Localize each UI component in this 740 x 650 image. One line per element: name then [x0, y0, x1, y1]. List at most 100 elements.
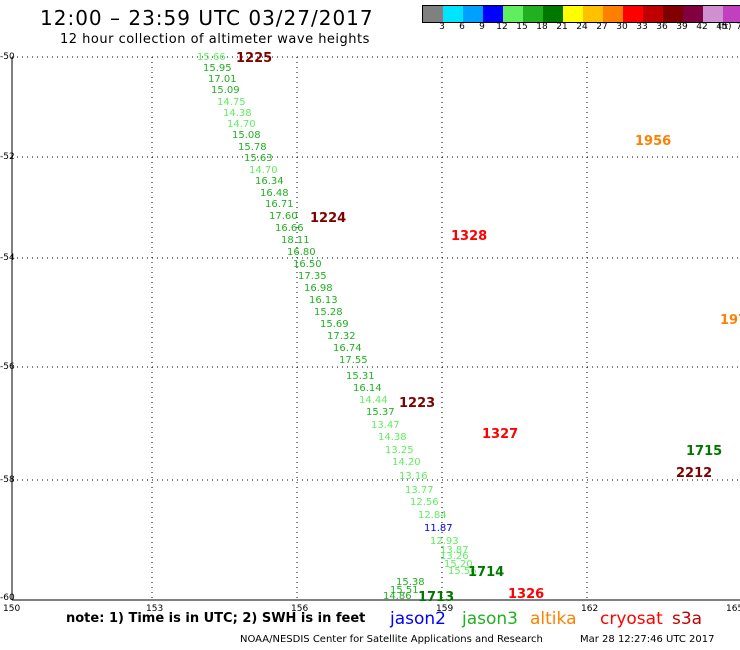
swh-point: 13.25 [385, 445, 414, 456]
swh-point: 15.31 [346, 371, 375, 382]
lon-label: 153 [146, 604, 164, 614]
swh-point: 15.63 [244, 153, 273, 164]
swh-point: 15.95 [203, 63, 232, 74]
swh-point: 13.87 [440, 545, 469, 556]
legend-swatch [483, 6, 503, 22]
swh-point: 15.66 [197, 52, 226, 63]
lon-label: 162 [581, 604, 599, 614]
satellite-jason2: jason2 [390, 609, 446, 629]
swh-point: 17.55 [339, 355, 368, 366]
pass-time-label: 2212 [676, 466, 713, 481]
swh-point: 15.51 [390, 585, 419, 596]
lon-label: 150 [3, 604, 21, 614]
pass-time-label: 1223 [399, 396, 436, 411]
pass-time-label: 1327 [482, 427, 519, 442]
lon-label: 159 [436, 604, 454, 614]
swh-point: 14.70 [249, 165, 278, 176]
legend-swatch [523, 6, 543, 22]
legend-tick-label: 30 [616, 22, 628, 32]
legend-tick-label: 15 [516, 22, 528, 32]
swh-point: 15.28 [314, 307, 343, 318]
pass-time-label: 1715 [686, 444, 723, 459]
legend-swatch [643, 6, 663, 22]
pass-time-label: 1225 [236, 51, 273, 66]
swh-point: 15.20 [444, 559, 473, 570]
swh-point: 11.87 [424, 523, 453, 534]
swh-point: 18.11 [281, 235, 310, 246]
legend-tick-label: 18 [536, 22, 548, 32]
swh-point: 13.26 [440, 551, 469, 562]
swh-point: 13.16 [399, 471, 428, 482]
legend-tick-label: 12 [496, 22, 508, 32]
swh-point: 16.98 [304, 283, 333, 294]
legend-tick-label: 39 [676, 22, 688, 32]
legend-swatch [563, 6, 583, 22]
footer-date: Mar 28 12:27:46 UTC 2017 [580, 634, 715, 645]
note-text: note: 1) Time is in UTC; 2) SWH is in fe… [66, 611, 366, 626]
swh-point: 15.69 [320, 319, 349, 330]
legend-swatch [503, 6, 523, 22]
swh-point: 16.74 [333, 343, 362, 354]
satellite-cryosat: cryosat [600, 609, 663, 629]
legend-swatch [443, 6, 463, 22]
swh-point: 13.47 [371, 420, 400, 431]
map-title: 12:00 – 23:59 UTC 03/27/2017 [40, 6, 374, 30]
swh-point: 12.93 [430, 536, 459, 547]
legend-swatch [583, 6, 603, 22]
swh-point: 17.35 [298, 271, 327, 282]
swh-point: 16.48 [260, 188, 289, 199]
legend-tick-label: 3 [439, 22, 445, 32]
swh-point: 15.37 [366, 407, 395, 418]
pass-time-label: 1714 [468, 565, 505, 580]
lat-label: -58 [0, 475, 15, 485]
swh-point: 14.38 [223, 108, 252, 119]
pass-time-label: 1224 [310, 211, 347, 226]
lon-label: 165 [726, 604, 740, 614]
swh-point: 12.56 [410, 497, 439, 508]
legend-tick-label: 21 [556, 22, 568, 32]
swh-point: 13.77 [405, 485, 434, 496]
swh-point: 16.50 [293, 259, 322, 270]
satellite-s3a: s3a [672, 609, 703, 629]
pass-time-label: 197 [720, 313, 740, 328]
swh-point: 14.70 [227, 119, 256, 130]
legend-swatch [703, 6, 723, 22]
legend-tick-label: 70 [736, 22, 740, 32]
swh-point: 16.14 [353, 383, 382, 394]
legend-swatch [723, 6, 740, 22]
legend-swatch [683, 6, 703, 22]
swh-point: 14.20 [392, 457, 421, 468]
footer: NOAA/NESDIS Center for Satellite Applica… [240, 634, 715, 645]
pass-time-label: 1713 [418, 590, 455, 605]
lat-label: -52 [0, 152, 15, 162]
legend-swatch [463, 6, 483, 22]
legend-tick-label: 42 [696, 22, 708, 32]
swh-point: 15.09 [211, 85, 240, 96]
pass-time-label: 1956 [635, 134, 672, 149]
legend-tick-label: 24 [576, 22, 588, 32]
pass-time-label: 1328 [451, 229, 488, 244]
swh-point: 17.32 [327, 331, 356, 342]
swh-point: 16.71 [265, 199, 294, 210]
legend-swatch [423, 6, 443, 22]
swh-point: 17.01 [208, 74, 237, 85]
swh-point: 15.38 [396, 577, 425, 588]
swh-point: 14.44 [359, 395, 388, 406]
swh-point: 15.08 [232, 130, 261, 141]
legend-tick-label: 45 [716, 22, 728, 32]
swh-point: 15.78 [238, 142, 267, 153]
swh-point: 15.56 [448, 566, 477, 577]
swh-point: 16.66 [275, 223, 304, 234]
legend-tick-label: 9 [479, 22, 485, 32]
swh-point: 16.80 [287, 247, 316, 258]
legend-unit: (ft) [718, 22, 732, 32]
lat-label: -60 [0, 593, 15, 603]
pass-time-label: 1326 [508, 587, 545, 602]
satellite-altika: altika [530, 609, 577, 629]
color-legend [422, 5, 740, 23]
lon-label: 156 [291, 604, 309, 614]
swh-point: 16.34 [255, 176, 284, 187]
swh-point: 14.86 [383, 591, 412, 602]
lat-label: -50 [0, 52, 15, 62]
